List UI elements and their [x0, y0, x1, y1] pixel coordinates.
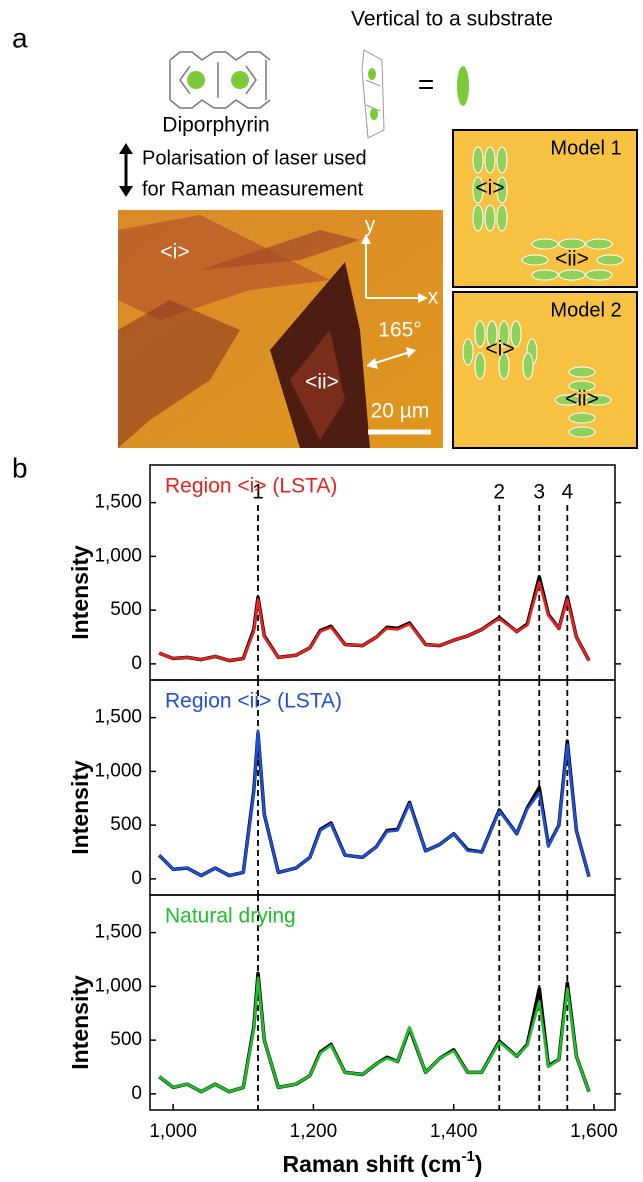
region-label: <i>	[160, 241, 189, 264]
series-title: Region <ii> (LSTA)	[165, 690, 342, 713]
x-axis-label-part: )	[475, 1151, 483, 1177]
axis-label: x	[428, 286, 439, 309]
y-tick-label: 0	[131, 868, 142, 889]
vertical-molecule	[361, 49, 385, 139]
x-tick-label: 1,400	[430, 1121, 478, 1142]
micrograph	[118, 210, 443, 448]
polarisation-arrow	[119, 143, 133, 197]
y-tick-label: 500	[110, 1029, 142, 1050]
x-tick-label: 1,200	[290, 1121, 338, 1142]
spectrum-line	[158, 575, 591, 663]
y-tick-label: 500	[110, 599, 142, 620]
series-title: Region <i> (LSTA)	[165, 475, 337, 498]
x-axis-label-part: Raman shift (cm	[283, 1151, 462, 1177]
panel-label: a	[12, 22, 28, 53]
x-axis-label: Raman shift (cm-1)	[283, 1148, 483, 1177]
vertical-label: Vertical to a substrate	[351, 8, 553, 31]
model-ellipse	[457, 66, 469, 106]
angle-label: 165°	[378, 319, 421, 342]
polarisation-text: Polarisation of laser used	[142, 147, 367, 169]
model-title: Model 1	[550, 137, 621, 159]
spectrum-line	[158, 580, 591, 662]
y-axis-label: Intensity	[67, 760, 93, 855]
diporphyrin-molecule	[169, 51, 271, 109]
y-tick-label: 1,500	[94, 707, 142, 728]
equals: =	[418, 68, 434, 99]
axes-arrows	[361, 234, 431, 435]
y-tick-label: 1,000	[94, 545, 142, 566]
polarisation-text: for Raman measurement	[142, 178, 364, 200]
panel-label: b	[12, 452, 28, 483]
spectrum-line	[158, 971, 591, 1094]
y-axis-label: Intensity	[67, 545, 93, 640]
y-tick-label: 1,500	[94, 492, 142, 513]
peak-label: 1	[252, 481, 264, 504]
peak-label: 4	[561, 481, 573, 504]
y-tick-label: 0	[131, 1083, 142, 1104]
x-tick-label: 1,000	[149, 1121, 197, 1142]
x-axis-label-part: -1	[461, 1148, 474, 1165]
y-tick-label: 1,000	[94, 760, 142, 781]
model-region: <i>	[475, 177, 504, 200]
model-title: Model 2	[550, 299, 621, 321]
region-label: <ii>	[305, 371, 339, 394]
model-region: <i>	[485, 338, 514, 361]
molecule-label: Diporphyrin	[162, 114, 269, 137]
spectrum-line	[157, 730, 591, 878]
spectrum-line	[158, 976, 591, 1093]
model-box	[452, 291, 638, 449]
axis-label: y	[365, 214, 376, 237]
model-region: <ii>	[555, 248, 589, 271]
y-tick-label: 1,000	[94, 975, 142, 996]
model-box	[452, 129, 638, 288]
x-tick-label: 1,600	[570, 1121, 618, 1142]
peak-label: 3	[533, 481, 545, 504]
series-title: Natural drying	[165, 905, 296, 928]
y-tick-label: 500	[110, 814, 142, 835]
scale-label: 20 µm	[371, 400, 430, 423]
y-tick-label: 1,500	[94, 922, 142, 943]
y-axis-label: Intensity	[67, 975, 93, 1070]
model-region: <ii>	[565, 388, 599, 411]
spectrum-line	[158, 729, 591, 878]
y-tick-label: 0	[131, 653, 142, 674]
peak-label: 2	[493, 481, 505, 504]
plot-frame	[149, 894, 616, 1111]
